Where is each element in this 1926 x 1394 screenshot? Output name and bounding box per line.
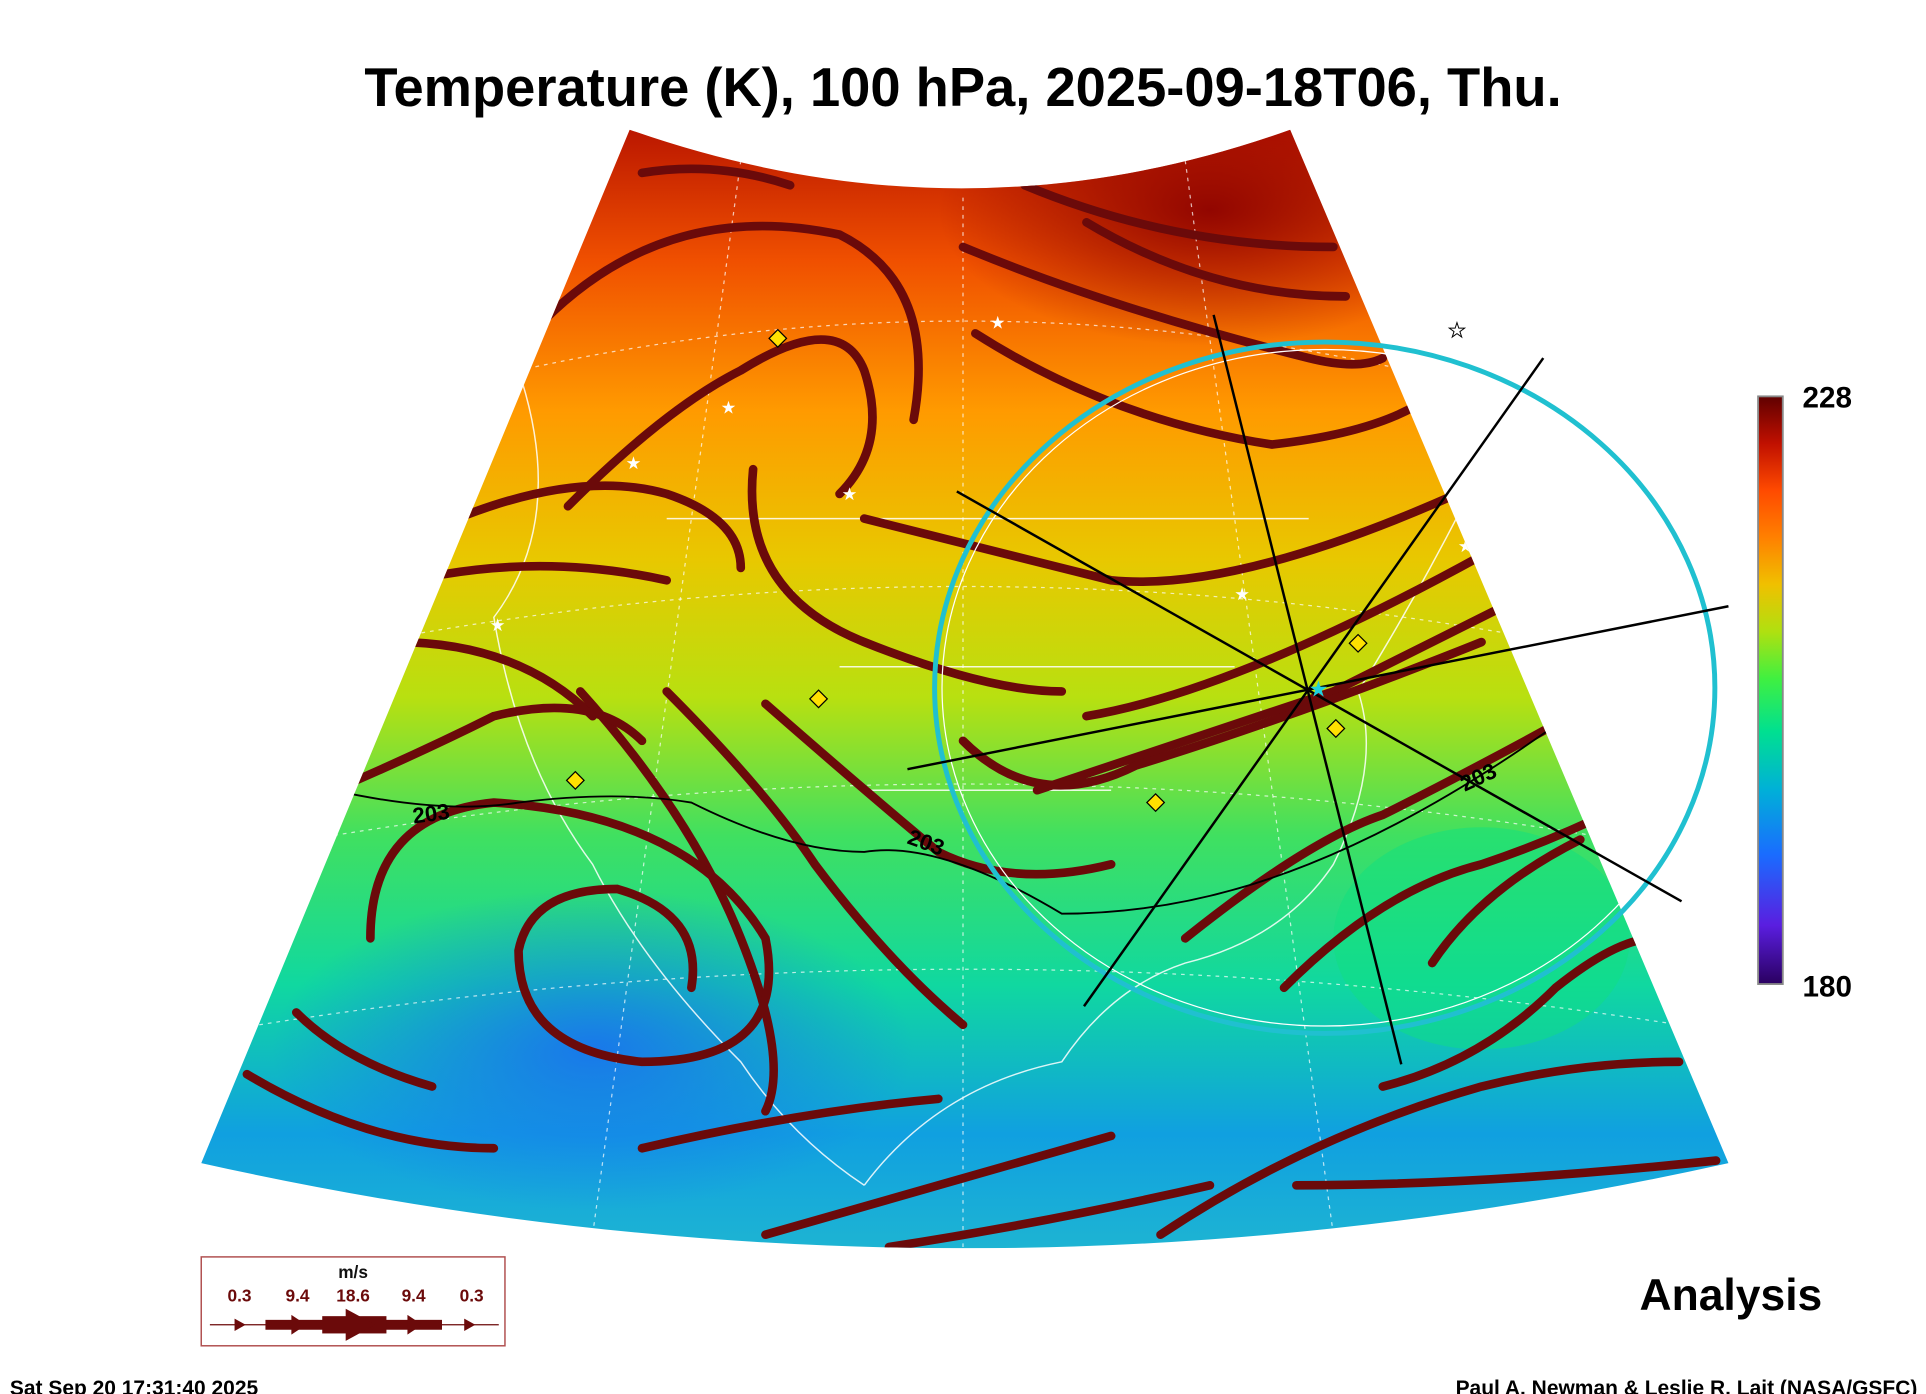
colorbar-min-label: 180 [1803,970,1852,1003]
wind-legend-value: 9.4 [286,1285,310,1305]
svg-text:★: ★ [1448,320,1466,342]
svg-text:★: ★ [721,398,736,418]
wind-legend-value: 0.3 [460,1285,484,1305]
wind-speed-legend: m/s 0.3 9.4 18.6 9.4 0.3 [200,1256,506,1347]
graticule [259,160,1680,1249]
svg-text:★: ★ [626,453,641,473]
contour-203 [333,715,1569,915]
svg-text:★: ★ [1234,584,1249,604]
svg-text:★: ★ [1309,676,1329,701]
wind-legend-value: 9.4 [402,1285,426,1305]
wind-legend-unit: m/s [338,1262,368,1282]
svg-text:★: ★ [490,615,505,635]
coastlines [493,370,1483,1186]
svg-text:★: ★ [842,484,857,504]
streamlines [242,164,1721,1249]
wind-legend-value: 0.3 [228,1285,252,1305]
map-title: Temperature (K), 100 hPa, 2025-09-18T06,… [364,57,1561,118]
observation-range-overlay: ★ ★ [907,314,1729,1065]
analysis-label: Analysis [1639,1271,1822,1320]
contour-label: 203 [411,799,451,829]
map-sector: ★ ★ ★ ★ ★ ★ ★ [201,129,1729,1249]
footer-credit: Paul A. Newman & Leslie R. Lait (NASA/GS… [1456,1377,1918,1394]
colorbar: 228 180 [1757,381,1852,1003]
colorbar-max-label: 228 [1803,381,1852,414]
footer-timestamp: Sat Sep 20 17:31:40 2025 [10,1377,259,1394]
wind-legend-value: 18.6 [336,1285,370,1305]
svg-text:★: ★ [990,312,1005,332]
svg-text:★: ★ [1458,536,1473,556]
